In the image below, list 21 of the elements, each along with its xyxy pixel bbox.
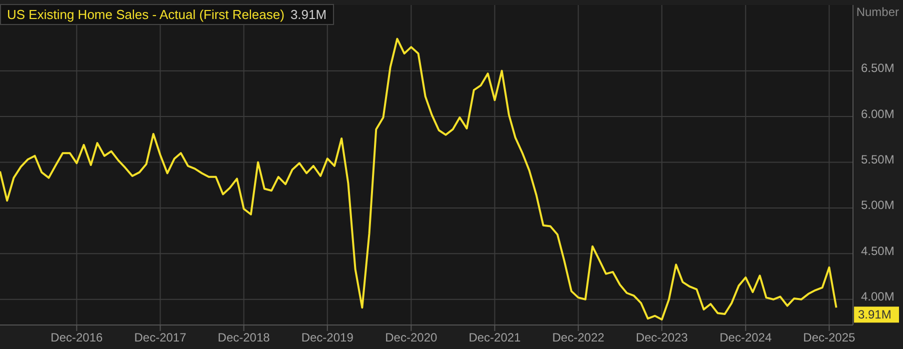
x-tick-label: Dec-2023 xyxy=(636,330,688,345)
x-tick-label: Dec-2021 xyxy=(468,330,522,345)
x-tick-label: Dec-2022 xyxy=(552,330,605,345)
y-tick-label: 5.50M xyxy=(861,152,894,167)
y-axis-title: Number xyxy=(856,5,899,19)
x-tick-label: Dec-2016 xyxy=(50,330,104,345)
y-tick-label: 4.00M xyxy=(861,290,894,304)
x-tick-label: Dec-2018 xyxy=(218,330,270,345)
annotation: 3.91M xyxy=(858,308,892,322)
y-tick-label: 6.00M xyxy=(861,106,894,121)
x-tick-label: Dec-2025 xyxy=(803,330,856,345)
y-tick-label: 5.00M xyxy=(861,198,894,212)
y-tick-label: 6.50M xyxy=(861,61,894,76)
x-tick-label: Dec-2024 xyxy=(720,330,772,345)
line-series xyxy=(0,38,838,321)
x-tick-label: Dec-2020 xyxy=(385,330,438,345)
chart-subtitle: 3.91M xyxy=(290,7,327,22)
x-tick-label: Dec-2019 xyxy=(301,330,354,345)
y-tick-label: 4.50M xyxy=(861,244,894,258)
x-tick-label: Dec-2017 xyxy=(134,330,187,345)
chart-title: US Existing Home Sales - Actual (First Release) xyxy=(7,7,284,22)
